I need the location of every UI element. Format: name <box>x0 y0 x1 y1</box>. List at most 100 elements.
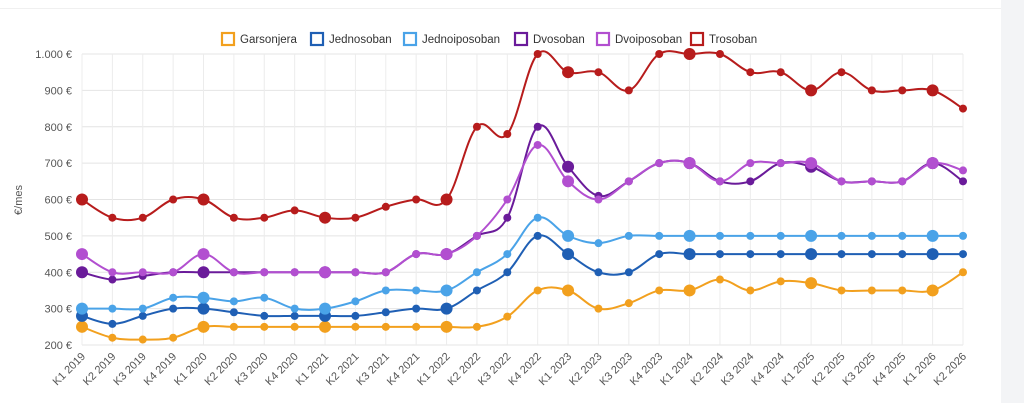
legend-item-garsonjera[interactable]: Garsonjera <box>220 31 297 47</box>
data-point[interactable] <box>776 250 785 259</box>
data-point[interactable] <box>683 157 696 170</box>
data-point[interactable] <box>440 320 453 333</box>
data-point[interactable] <box>351 268 360 277</box>
data-point[interactable] <box>229 213 238 222</box>
legend-item-jednoiposoban[interactable]: Jednoiposoban <box>402 31 500 47</box>
data-point[interactable] <box>959 166 967 175</box>
data-point[interactable] <box>594 239 603 248</box>
data-point[interactable] <box>805 248 818 261</box>
data-point[interactable] <box>867 286 876 295</box>
data-point[interactable] <box>926 284 939 297</box>
data-point[interactable] <box>412 322 421 331</box>
data-point[interactable] <box>381 268 390 277</box>
data-point[interactable] <box>837 286 846 295</box>
data-point[interactable] <box>169 304 178 313</box>
data-point[interactable] <box>683 284 696 297</box>
data-point[interactable] <box>562 66 575 79</box>
data-point[interactable] <box>655 50 664 58</box>
data-point[interactable] <box>319 211 332 224</box>
data-point[interactable] <box>533 286 542 295</box>
data-point[interactable] <box>381 308 390 317</box>
data-point[interactable] <box>351 297 360 306</box>
data-point[interactable] <box>169 268 178 277</box>
data-point[interactable] <box>503 250 512 259</box>
data-point[interactable] <box>169 293 178 302</box>
data-point[interactable] <box>867 177 876 186</box>
data-point[interactable] <box>319 320 332 333</box>
data-point[interactable] <box>533 231 542 240</box>
data-point[interactable] <box>229 297 238 306</box>
data-point[interactable] <box>867 250 876 259</box>
data-point[interactable] <box>440 284 453 297</box>
data-point[interactable] <box>319 266 332 279</box>
legend-item-dvosoban[interactable]: Dvosoban <box>513 31 585 47</box>
data-point[interactable] <box>562 284 575 297</box>
data-point[interactable] <box>440 302 453 315</box>
data-point[interactable] <box>533 213 542 222</box>
data-point[interactable] <box>108 213 117 222</box>
data-point[interactable] <box>412 304 421 313</box>
data-point[interactable] <box>197 248 210 261</box>
data-point[interactable] <box>837 250 846 259</box>
data-point[interactable] <box>76 248 88 261</box>
data-point[interactable] <box>108 275 117 284</box>
data-point[interactable] <box>503 130 512 139</box>
data-point[interactable] <box>805 229 818 242</box>
data-point[interactable] <box>260 322 269 331</box>
data-point[interactable] <box>260 268 269 277</box>
data-point[interactable] <box>260 311 269 320</box>
data-point[interactable] <box>624 268 633 277</box>
data-point[interactable] <box>746 177 755 186</box>
data-point[interactable] <box>624 177 633 186</box>
data-point[interactable] <box>229 308 238 317</box>
data-point[interactable] <box>715 50 724 58</box>
data-point[interactable] <box>197 320 210 333</box>
data-point[interactable] <box>837 68 846 77</box>
data-point[interactable] <box>715 177 724 186</box>
data-point[interactable] <box>683 48 696 60</box>
data-point[interactable] <box>624 231 633 240</box>
data-point[interactable] <box>624 86 633 95</box>
data-point[interactable] <box>351 311 360 320</box>
data-point[interactable] <box>959 250 967 259</box>
data-point[interactable] <box>169 195 178 204</box>
data-point[interactable] <box>624 299 633 308</box>
data-point[interactable] <box>503 268 512 277</box>
data-point[interactable] <box>959 104 967 113</box>
data-point[interactable] <box>381 322 390 331</box>
data-point[interactable] <box>108 268 117 277</box>
data-point[interactable] <box>805 84 818 97</box>
data-point[interactable] <box>776 231 785 240</box>
data-point[interactable] <box>351 322 360 331</box>
data-point[interactable] <box>319 302 332 315</box>
data-point[interactable] <box>959 177 967 186</box>
data-point[interactable] <box>837 177 846 186</box>
data-point[interactable] <box>898 286 907 295</box>
data-point[interactable] <box>867 231 876 240</box>
data-point[interactable] <box>503 312 512 321</box>
data-point[interactable] <box>898 86 907 95</box>
data-point[interactable] <box>959 268 967 277</box>
data-point[interactable] <box>76 320 88 333</box>
data-point[interactable] <box>138 335 147 344</box>
data-point[interactable] <box>412 250 421 259</box>
data-point[interactable] <box>746 159 755 168</box>
data-point[interactable] <box>503 213 512 222</box>
data-point[interactable] <box>594 68 603 77</box>
data-point[interactable] <box>683 248 696 261</box>
data-point[interactable] <box>926 229 939 242</box>
legend-item-trosoban[interactable]: Trosoban <box>689 31 757 47</box>
data-point[interactable] <box>290 206 299 215</box>
data-point[interactable] <box>533 50 542 58</box>
data-point[interactable] <box>472 286 481 295</box>
data-point[interactable] <box>472 268 481 277</box>
data-point[interactable] <box>290 304 299 313</box>
data-point[interactable] <box>260 293 269 302</box>
data-point[interactable] <box>655 231 664 240</box>
data-point[interactable] <box>562 229 575 242</box>
data-point[interactable] <box>138 213 147 222</box>
data-point[interactable] <box>959 231 967 240</box>
data-point[interactable] <box>229 322 238 331</box>
legend-item-dvoiposoban[interactable]: Dvoiposoban <box>595 31 682 47</box>
data-point[interactable] <box>533 140 542 149</box>
